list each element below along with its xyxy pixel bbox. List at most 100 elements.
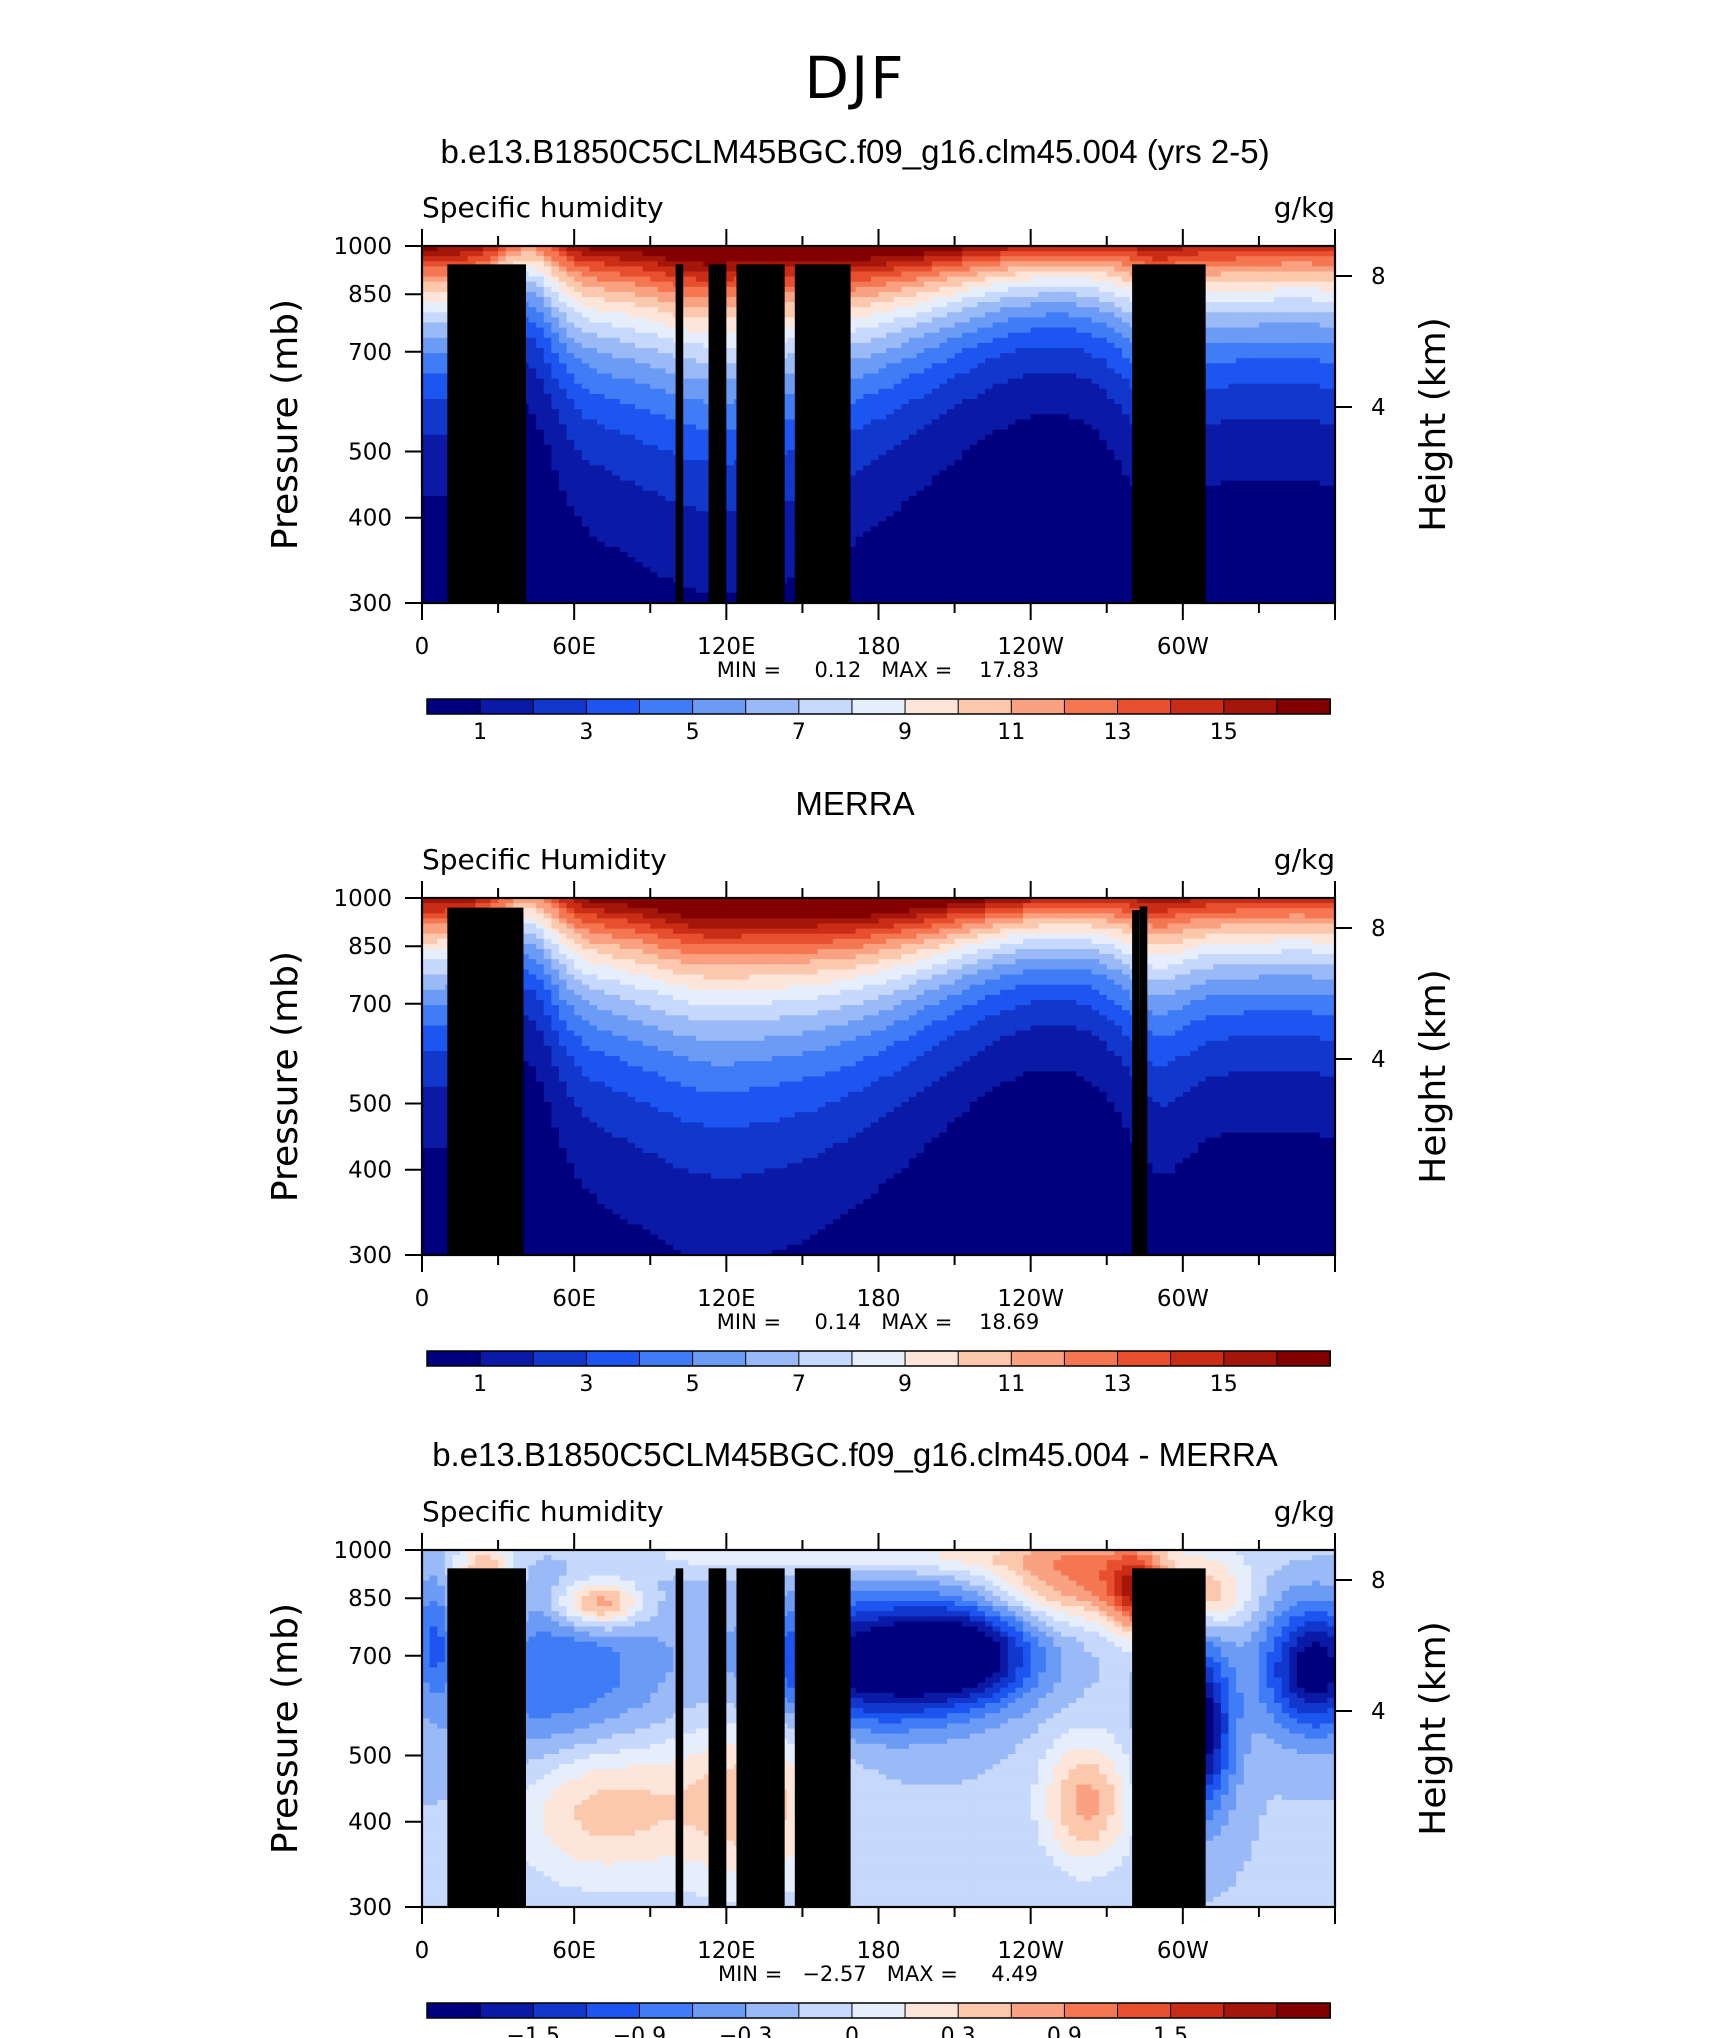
field-cell: [1228, 266, 1237, 273]
field-cell: [1258, 404, 1268, 410]
field-cell: [1106, 312, 1115, 318]
field-cell: [589, 393, 598, 400]
field-cell: [848, 383, 857, 390]
field-cell: [422, 327, 431, 334]
field-cell: [1243, 378, 1252, 385]
field-cell: [635, 373, 644, 380]
field-cell: [596, 348, 606, 354]
field-cell: [1015, 444, 1024, 451]
field-cell: [954, 327, 963, 334]
field-cell: [954, 429, 963, 436]
field-cell: [931, 266, 940, 273]
field-cell: [924, 450, 933, 456]
field-cell: [1304, 393, 1313, 400]
field-cell: [931, 286, 940, 293]
field-cell: [946, 373, 956, 380]
field-cell: [711, 251, 720, 257]
field-cell: [848, 291, 857, 298]
field-cell: [635, 342, 644, 349]
field-cell: [528, 307, 537, 313]
field-cell: [893, 419, 902, 426]
field-cell: [901, 373, 910, 380]
field-cell: [604, 317, 613, 324]
field-cell: [551, 261, 560, 267]
field-cell: [657, 312, 667, 318]
field-cell: [969, 266, 979, 273]
field-cell: [635, 276, 644, 283]
field-cell: [1030, 424, 1039, 431]
field-cell: [787, 337, 796, 344]
field-cell: [1289, 404, 1298, 410]
field-cell: [924, 363, 933, 369]
field-cell: [1053, 297, 1062, 303]
field-cell: [1296, 429, 1306, 436]
field-cell: [596, 286, 606, 293]
field-cell: [695, 414, 705, 420]
field-cell: [1023, 302, 1032, 308]
field-cell: [1023, 388, 1032, 395]
field-cell: [566, 322, 575, 329]
field-cell: [1015, 373, 1024, 380]
field-cell: [1121, 419, 1131, 426]
field-cell: [437, 317, 446, 324]
field-cell: [931, 439, 940, 446]
field-cell: [1304, 363, 1313, 369]
field-cell: [1243, 327, 1252, 334]
field-cell: [703, 312, 712, 318]
field-cell: [1312, 419, 1321, 426]
field-cell: [1198, 256, 1207, 262]
field-cell: [1289, 429, 1298, 436]
field-cell: [1205, 342, 1214, 349]
field-cell: [1038, 388, 1047, 395]
field-cell: [650, 307, 659, 313]
field-cell: [551, 281, 560, 288]
field-cell: [551, 332, 560, 339]
field-cell: [1220, 322, 1230, 329]
field-cell: [1015, 246, 1024, 252]
field-cell: [581, 378, 590, 385]
field-cell: [1023, 342, 1032, 349]
field-cell: [946, 404, 956, 410]
field-cell: [1091, 393, 1100, 400]
field-cell: [886, 373, 895, 380]
field-cell: [855, 332, 864, 339]
field-cell: [1068, 291, 1077, 298]
field-cell: [650, 368, 659, 375]
field-cell: [650, 383, 659, 390]
field-cell: [429, 337, 438, 344]
field-cell: [1327, 281, 1336, 288]
field-cell: [893, 266, 902, 273]
field-cell: [566, 399, 575, 405]
field-cell: [642, 276, 651, 283]
field-cell: [1251, 424, 1260, 431]
field-cell: [962, 317, 971, 324]
field-cell: [635, 286, 644, 293]
field-cell: [1038, 276, 1047, 283]
field-cell: [581, 439, 590, 446]
field-cell: [673, 256, 682, 262]
field-cell: [863, 373, 872, 380]
field-cell: [574, 266, 583, 273]
field-cell: [1015, 327, 1024, 334]
field-cell: [604, 261, 613, 267]
field-cell: [908, 409, 918, 415]
field-cell: [1327, 399, 1336, 405]
field-cell: [931, 388, 940, 395]
field-cell: [695, 399, 705, 405]
field-cell: [612, 271, 621, 278]
field-cell: [1251, 353, 1260, 359]
field-cell: [924, 342, 933, 349]
field-cell: [1030, 353, 1039, 359]
field-cell: [1160, 256, 1169, 262]
field-cell: [1258, 246, 1268, 252]
field-cell: [581, 358, 590, 364]
field-cell: [711, 261, 720, 267]
field-cell: [711, 246, 720, 252]
field-cell: [924, 444, 933, 451]
field-cell: [558, 266, 568, 273]
field-cell: [886, 327, 895, 334]
field-cell: [536, 332, 545, 339]
field-cell: [536, 286, 545, 293]
field-cell: [924, 424, 933, 431]
field-cell: [543, 388, 552, 395]
